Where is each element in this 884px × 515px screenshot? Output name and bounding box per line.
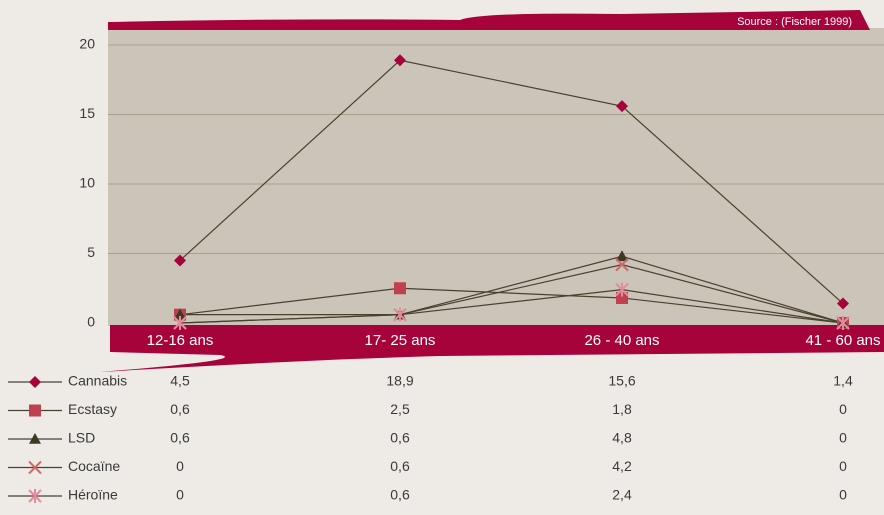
category-band <box>100 325 884 372</box>
legend-label: LSD <box>68 430 95 446</box>
table-value: 15,6 <box>608 373 635 389</box>
y-tick-label: 20 <box>79 36 95 52</box>
table-value: 0 <box>839 430 847 446</box>
series-line <box>179 287 844 324</box>
x-tick-label: 41 - 60 ans <box>805 332 880 349</box>
legend-label: Cannabis <box>68 373 127 389</box>
table-value: 0,6 <box>390 487 410 503</box>
marker <box>616 100 628 113</box>
table-value: 0 <box>176 458 184 474</box>
series-line <box>180 255 844 324</box>
legend-marker <box>29 404 41 417</box>
table-value: 0,6 <box>170 401 190 417</box>
legend-label: Héroïne <box>68 487 118 503</box>
y-tick-label: 5 <box>87 244 95 260</box>
series-line <box>179 59 844 304</box>
legend-marker <box>28 489 42 503</box>
x-tick-label: 17- 25 ans <box>365 332 436 349</box>
marker <box>836 316 850 330</box>
y-tick-label: 15 <box>79 105 95 121</box>
marker <box>394 282 406 295</box>
table-value: 0,6 <box>390 430 410 446</box>
table-value: 0,6 <box>170 430 190 446</box>
series-line <box>179 289 844 324</box>
table-value: 2,5 <box>390 401 410 417</box>
table-value: 0 <box>839 458 847 474</box>
table-value: 4,2 <box>612 458 632 474</box>
y-tick-label: 10 <box>79 175 95 191</box>
table-value: 4,8 <box>612 430 632 446</box>
x-tick-label: 12-16 ans <box>147 332 214 349</box>
marker <box>394 54 406 67</box>
marker <box>615 282 629 297</box>
plot-area <box>108 28 884 326</box>
table-value: 4,5 <box>170 373 190 389</box>
marker <box>615 257 629 272</box>
y-tick-label: 0 <box>87 314 95 330</box>
marker <box>837 297 849 310</box>
marker <box>174 308 186 320</box>
marker <box>616 291 628 304</box>
table-value: 0 <box>839 401 847 417</box>
table-value: 0,6 <box>390 458 410 474</box>
table-value: 18,9 <box>386 373 413 389</box>
legend-label: Cocaïne <box>68 458 120 474</box>
legend-marker <box>29 376 41 388</box>
source: Source : (Fischer 1999) <box>737 16 852 28</box>
marker <box>393 307 407 322</box>
x-tick-label: 26 - 40 ans <box>584 332 659 349</box>
table-value: 0 <box>839 487 847 503</box>
top-banner <box>108 10 870 30</box>
table-value: 2,4 <box>612 487 632 503</box>
marker <box>174 254 186 267</box>
legend-marker <box>29 433 41 444</box>
legend-label: Ecstasy <box>68 401 117 417</box>
legend-marker <box>28 460 42 475</box>
marker <box>173 316 187 330</box>
table-value: 1,8 <box>612 401 632 417</box>
marker <box>616 250 628 262</box>
table-value: 0 <box>176 487 184 503</box>
table-value: 1,4 <box>833 373 853 389</box>
